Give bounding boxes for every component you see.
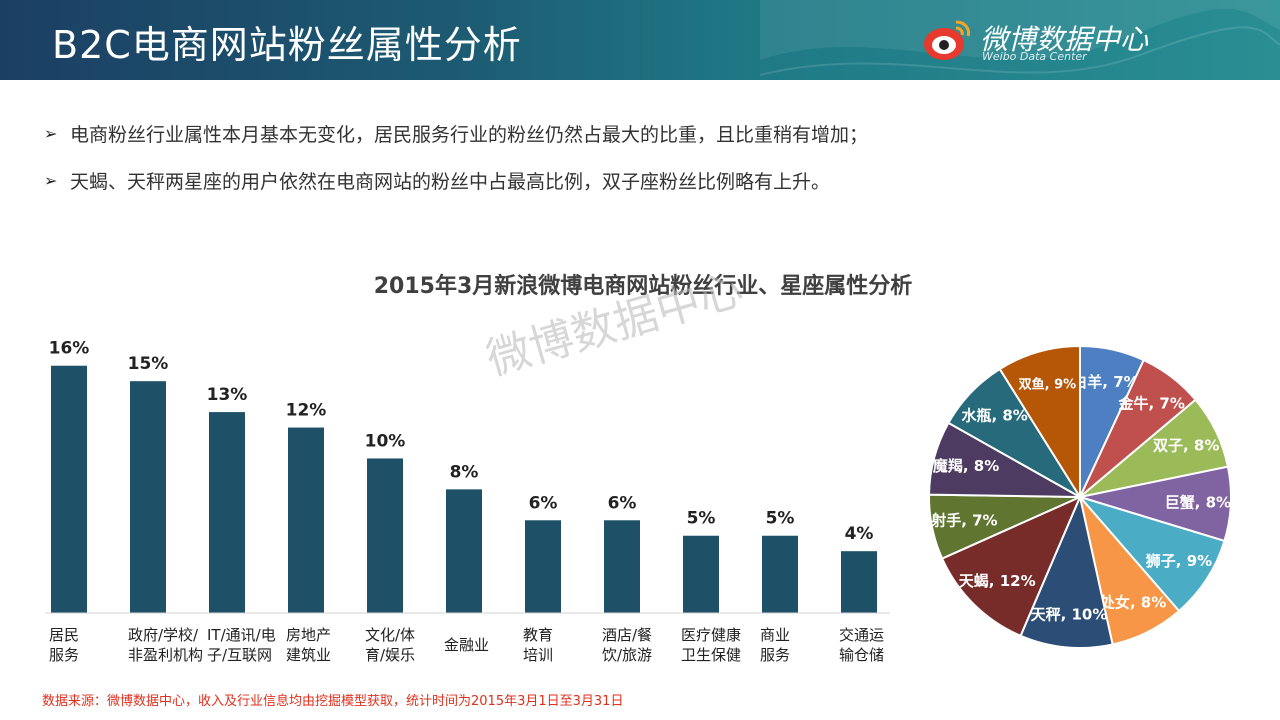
bar-value-label: 10% <box>365 431 406 451</box>
bar-value-label: 5% <box>687 509 716 529</box>
bar-category-label: 金融业 <box>444 636 489 654</box>
bar-value-label: 4% <box>845 524 874 544</box>
pie-slice-4 <box>1076 495 1226 613</box>
bar-category-label: 商业服务 <box>760 626 790 664</box>
weibo-eye-icon <box>924 20 970 60</box>
bar-value-label: 6% <box>608 493 637 513</box>
pie-slice-label: 天蝎, 12% <box>959 572 1036 590</box>
bar-3 <box>288 427 324 613</box>
industry-bar-chart: 16% 居民服务 15% 政府/学校/非盈利机构 13% IT/通讯/电子/互联网 12% 房… <box>45 339 890 664</box>
bar-value-label: 16% <box>49 339 90 359</box>
bar-10 <box>841 551 877 613</box>
bar-8 <box>683 535 719 613</box>
bar-category-label: 居民服务 <box>49 626 79 664</box>
bar-5 <box>446 489 482 613</box>
bullet-text: 天蝎、天秤两星座的用户依然在电商网站的粉丝中占最高比例，双子座粉丝比例略有上升。 <box>70 170 831 193</box>
bar-value-label: 8% <box>450 462 479 482</box>
logo-text-cn: 微博数据中心 <box>980 23 1149 56</box>
bar-4 <box>367 458 403 613</box>
bar-7 <box>604 520 640 613</box>
bar-category-label: 房地产建筑业 <box>286 626 331 664</box>
bar-value-label: 15% <box>128 354 169 374</box>
pie-slice-label: 天秤, 10% <box>1031 605 1108 623</box>
chart-title: 2015年3月新浪微博电商网站粉丝行业、星座属性分析 <box>373 274 913 299</box>
bar-1 <box>130 381 166 613</box>
page-title: B2C电商网站粉丝属性分析 <box>52 23 522 67</box>
pie-slice-label: 双鱼, 9% <box>1019 377 1077 393</box>
pie-slice-7 <box>940 495 1082 638</box>
pie-slice-label: 射手, 7% <box>930 512 997 530</box>
pie-slice-label: 金牛, 7% <box>1118 394 1185 412</box>
bar-6 <box>525 520 561 613</box>
pie-slice-label: 魔羯, 8% <box>933 457 999 475</box>
weibo-logo: 微博数据中心 Weibo Data Center <box>922 16 1262 66</box>
arrow-bullet-icon: ➢ <box>44 123 58 143</box>
bar-category-label: 教育培训 <box>523 626 553 664</box>
constellation-pie-chart: 白羊, 7% 金牛, 7% 双子, 8% 巨蟹, 8% 狮子, 9% 处女, 8%天秤, … <box>928 344 1232 649</box>
bar-category-label: 酒店/餐饮/旅游 <box>602 626 652 664</box>
bar-value-label: 5% <box>766 509 795 529</box>
bar-0 <box>51 365 87 613</box>
bar-2 <box>209 412 245 613</box>
pie-slice-label: 狮子, 9% <box>1145 552 1212 570</box>
bullet-item: ➢ 电商粉丝行业属性本月基本无变化，居民服务行业的粉丝仍然占最大的比重，且比重稍… <box>44 118 1244 148</box>
bar-category-label: IT/通讯/电子/互联网 <box>207 626 276 664</box>
pie-slice-label: 巨蟹, 8% <box>1165 494 1231 512</box>
pie-slice-6 <box>1019 493 1114 649</box>
bar-value-label: 13% <box>207 385 248 405</box>
pie-slice-11 <box>998 344 1081 501</box>
data-source-note: 数据来源：微博数据中心，收入及行业信息均由挖掘模型获取，统计时间为2015年3月… <box>42 694 624 709</box>
header-banner: B2C电商网站粉丝属性分析 微博数据中心 Weibo Data Center <box>0 0 1280 80</box>
pie-slice-label: 双子, 8% <box>1153 437 1219 455</box>
logo-text-en: Weibo Data Center <box>982 50 1087 63</box>
pie-slice-label: 处女, 8% <box>1099 593 1166 611</box>
bar-category-label: 交通运输仓储 <box>839 626 884 664</box>
bullet-text: 电商粉丝行业属性本月基本无变化，居民服务行业的粉丝仍然占最大的比重，且比重稍有增… <box>70 123 869 146</box>
bar-category-label: 医疗健康卫生保健 <box>681 626 741 664</box>
summary-bullets: ➢ 电商粉丝行业属性本月基本无变化，居民服务行业的粉丝仍然占最大的比重，且比重稍… <box>44 118 1244 212</box>
header-wave-decoration <box>760 0 1280 76</box>
pie-slice-label: 水瓶, 8% <box>961 407 1027 425</box>
bullet-item: ➢ 天蝎、天秤两星座的用户依然在电商网站的粉丝中占最高比例，双子座粉丝比例略有上… <box>44 165 1244 195</box>
bar-9 <box>762 535 798 613</box>
arrow-bullet-icon: ➢ <box>44 170 58 190</box>
pie-slice-label: 白羊, 7% <box>1072 373 1138 391</box>
bar-category-label: 政府/学校/非盈利机构 <box>128 626 203 664</box>
bar-value-label: 12% <box>286 401 327 421</box>
bar-value-label: 6% <box>529 493 558 513</box>
bar-category-label: 文化/体育/娱乐 <box>365 626 415 664</box>
